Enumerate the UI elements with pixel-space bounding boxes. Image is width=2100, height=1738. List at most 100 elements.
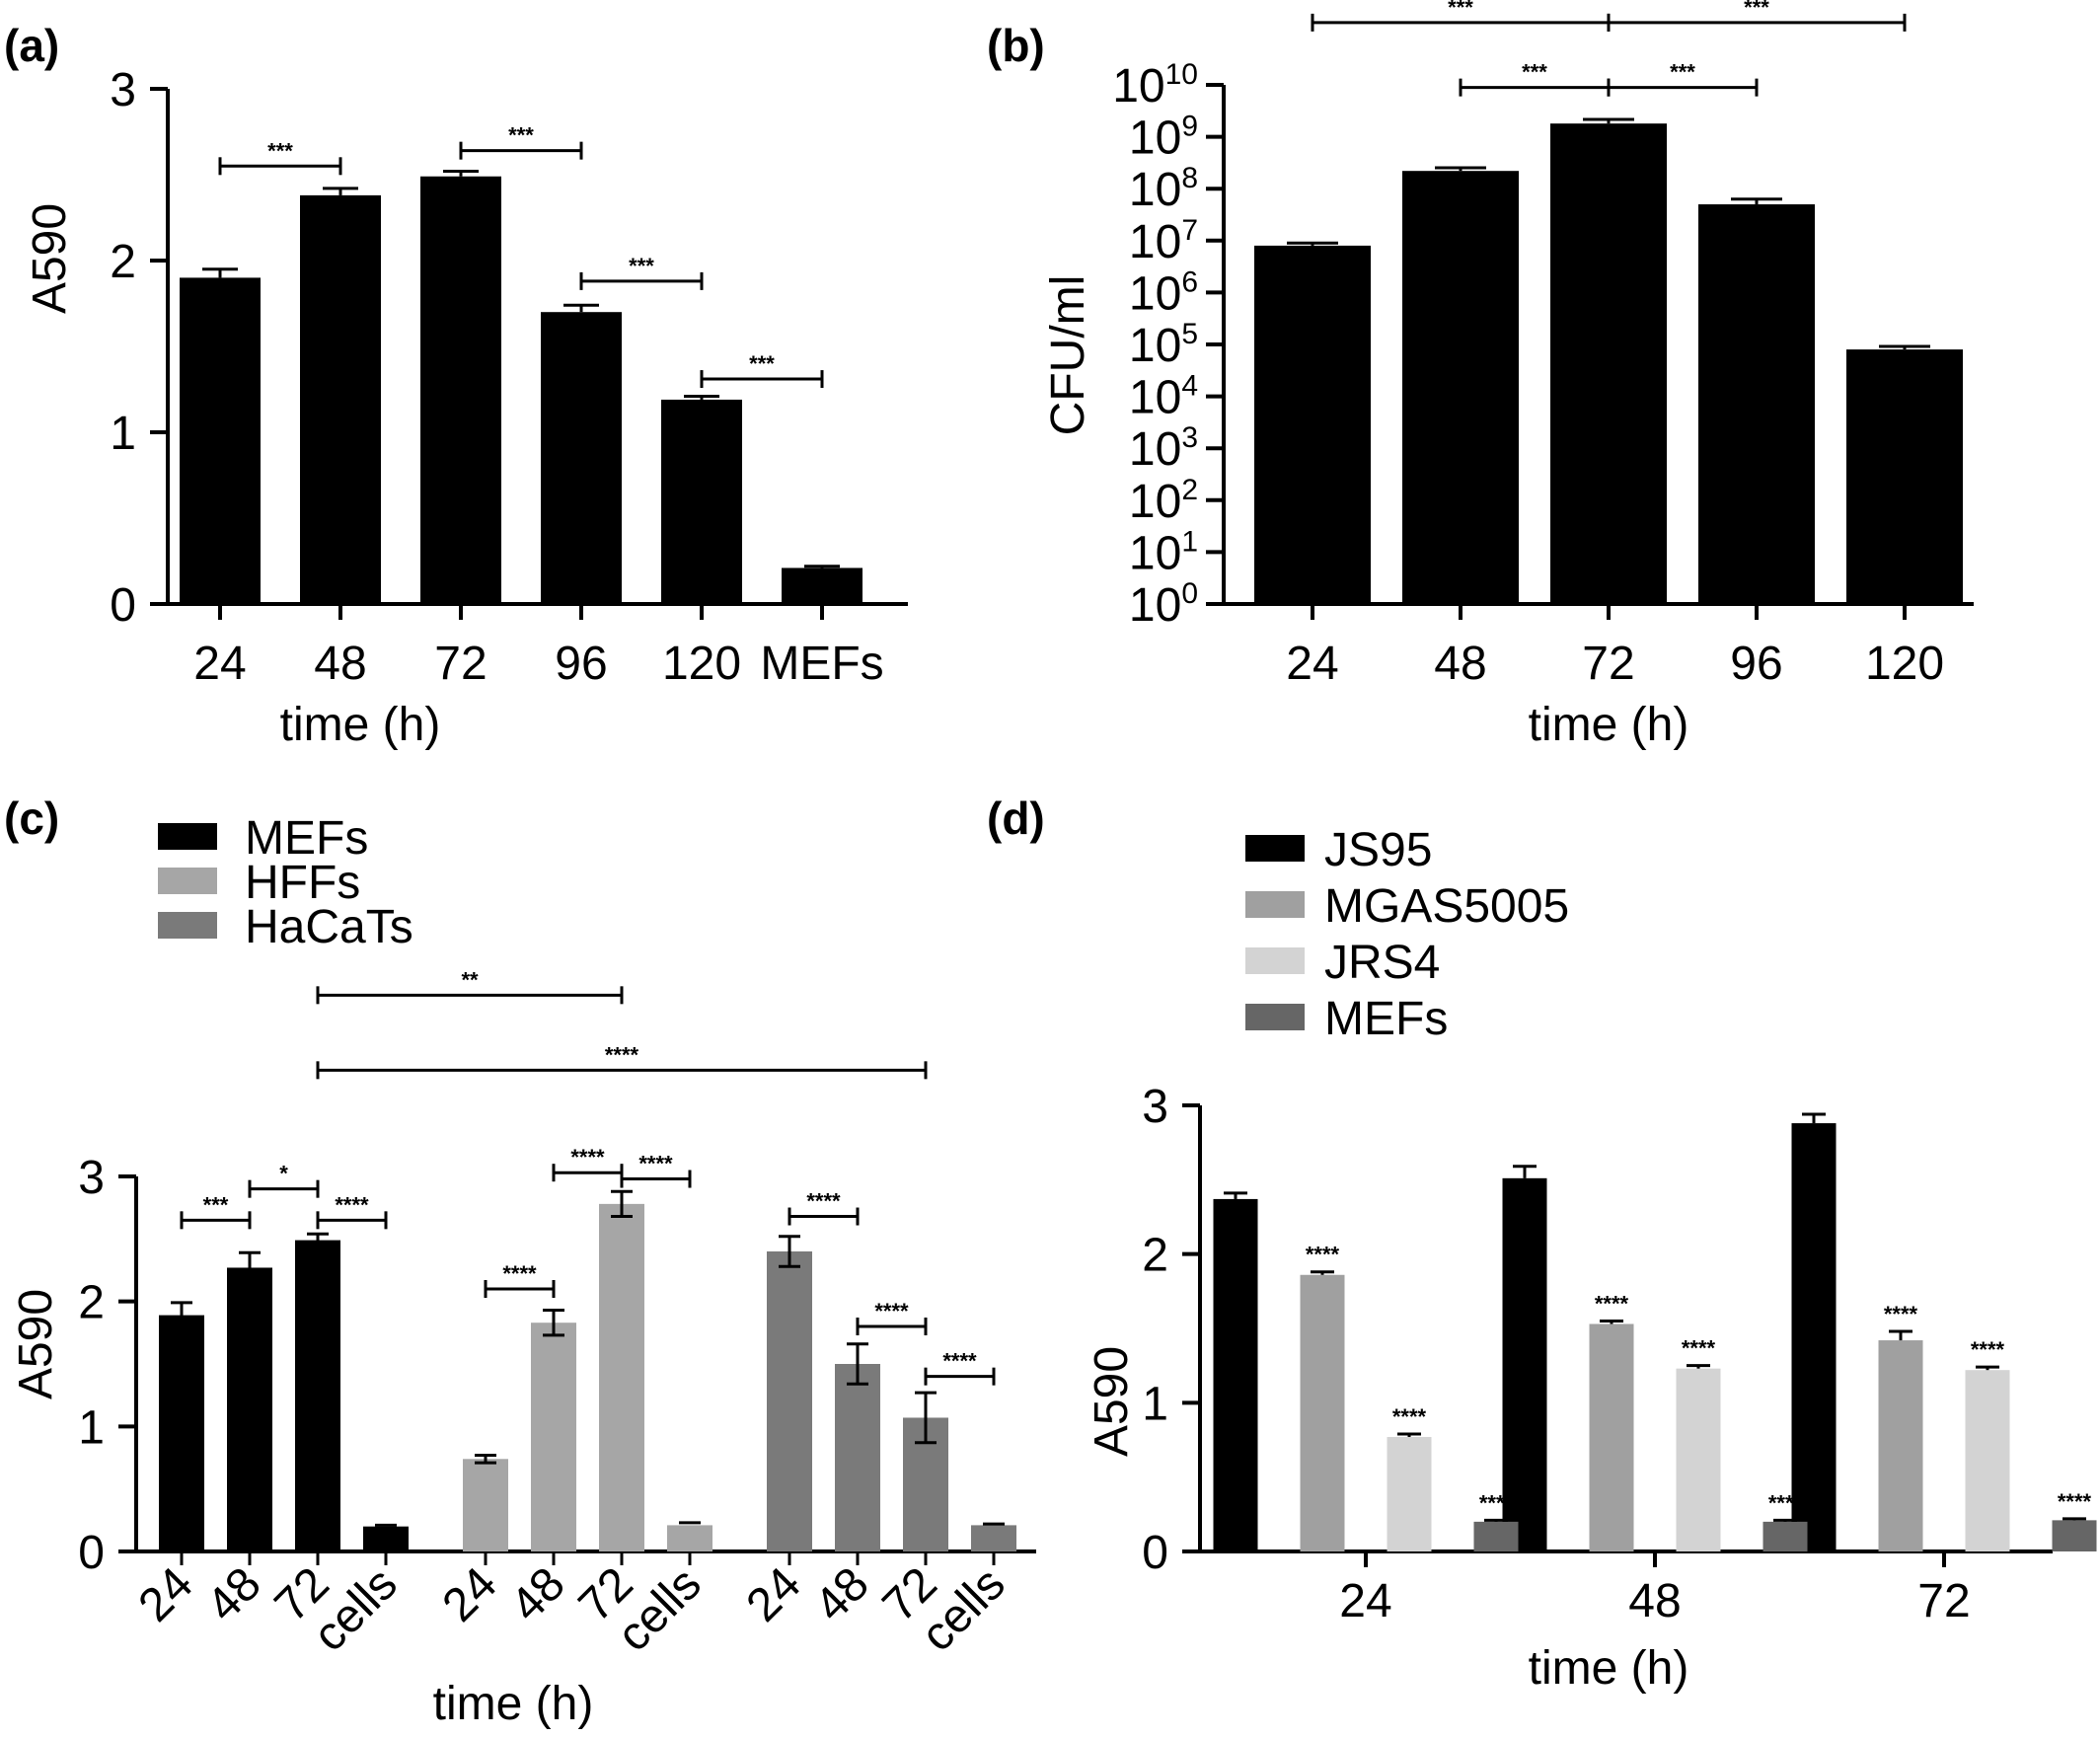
panel-a-ytick-label: 2	[110, 236, 136, 288]
panel-d-bar	[1589, 1323, 1634, 1551]
panel-d-bar	[1762, 1521, 1808, 1551]
panel-a-bar	[782, 567, 862, 604]
panel-b-ytick-label: 108	[1129, 162, 1198, 216]
panel-c-xtick-label: 48	[197, 1557, 271, 1631]
panel-b-ytick-label: 101	[1129, 525, 1198, 579]
panel-d-legend-label: JS95	[1324, 824, 1432, 876]
panel-b-ytick-label: 107	[1129, 214, 1198, 268]
panel-a-significance-label: ***	[508, 123, 534, 148]
panel-b-xtick-label: 72	[1582, 638, 1634, 690]
panel-a-ylabel: A590	[24, 203, 76, 314]
panel-a-xtick-label: 72	[434, 638, 487, 690]
panel-c-ytick-label: 0	[78, 1527, 105, 1579]
panel-d-significance-label: ****	[1884, 1302, 1918, 1326]
panel-c-xtick-label: 24	[129, 1557, 203, 1631]
panel-a-significance-label: ***	[629, 254, 654, 278]
panel-d-significance-label: ****	[2058, 1489, 2092, 1514]
panel-c-legend-swatch	[158, 823, 217, 850]
panel-c-legend-swatch	[158, 912, 217, 939]
panel-a-bar	[180, 277, 261, 604]
panel-d-ylabel: A590	[1086, 1346, 1138, 1457]
panel-c-bar	[159, 1315, 204, 1551]
panel-d-bar	[1676, 1368, 1721, 1551]
panel-d-bar	[1791, 1123, 1837, 1551]
panel-b-significance-label: ***	[1744, 0, 1769, 20]
panel-c-significance-label: ****	[605, 1042, 639, 1067]
panel-c-legend-label: HaCaTs	[245, 901, 413, 953]
panel-d-ytick-label: 3	[1142, 1081, 1168, 1133]
panel-d-significance-label: ****	[1971, 1337, 2005, 1362]
panel-d-xtick-label: 72	[1917, 1575, 1970, 1627]
panel-label-b: (b)	[987, 20, 1045, 71]
panel-d-legend-label: JRS4	[1324, 937, 1440, 989]
panel-d-legend-swatch	[1245, 947, 1305, 974]
panel-c-bar	[667, 1525, 712, 1551]
panel-c-bar	[463, 1459, 508, 1551]
panel-c-xtick-label: 48	[805, 1557, 879, 1631]
panel-b-ytick-label: 109	[1129, 111, 1198, 165]
panel-c-xtick-label: cells	[911, 1557, 1014, 1661]
panel-d-significance-label: ****	[1595, 1291, 1629, 1316]
panel-b-bar	[1402, 171, 1519, 604]
panel-c-significance-label: ***	[203, 1192, 229, 1217]
panel-b-xtick-label: 24	[1286, 638, 1338, 690]
panel-c-significance-label: ****	[638, 1152, 673, 1176]
panel-d-bar	[1300, 1274, 1345, 1551]
panel-d-bar	[1473, 1521, 1519, 1551]
panel-a-bar	[661, 399, 742, 604]
panel-a-bar	[420, 176, 501, 605]
panel-d-ytick-label: 0	[1142, 1527, 1168, 1579]
panel-d-bar	[1878, 1340, 1923, 1551]
panel-c-legend-label: MEFs	[245, 812, 368, 865]
panel-d-bar	[2052, 1520, 2097, 1551]
panel-b-bar	[1698, 204, 1815, 604]
panel-c-significance-label: *	[279, 1162, 288, 1186]
panel-c-legend-label: HFFs	[245, 857, 360, 909]
panel-a-ytick-label: 3	[110, 64, 136, 116]
panel-a-bar	[541, 312, 622, 604]
panel-c-ytick-label: 2	[78, 1277, 105, 1329]
panel-c-significance-label: ****	[942, 1349, 977, 1374]
panel-d-ytick-label: 1	[1142, 1378, 1168, 1430]
panel-a-xlabel: time (h)	[280, 699, 441, 751]
panel-a-ytick-label: 1	[110, 408, 136, 460]
panel-d-legend-swatch	[1245, 891, 1305, 918]
panel-a-significance-label: ***	[749, 351, 775, 376]
panel-c-bar	[599, 1203, 644, 1551]
panel-c-significance-label: **	[461, 967, 479, 992]
panel-c-bar	[531, 1322, 576, 1551]
panel-b-bar	[1846, 349, 1963, 604]
panel-c-xtick-label: cells	[607, 1557, 711, 1661]
panel-d-significance-label: ****	[1392, 1404, 1427, 1429]
panel-b-xtick-label: 96	[1730, 638, 1782, 690]
panel-c-xlabel: time (h)	[433, 1678, 594, 1730]
panel-b-ytick-label: 102	[1129, 474, 1198, 528]
panel-c-xtick-label: 24	[737, 1557, 811, 1631]
panel-b-ytick-label: 1010	[1112, 58, 1198, 113]
panel-label-c: (c)	[4, 793, 59, 844]
panel-a-bar	[300, 194, 381, 604]
panel-d-significance-label: ****	[1768, 1490, 1803, 1515]
panel-b-ytick-label: 103	[1129, 421, 1198, 476]
panel-c-significance-label: ****	[806, 1189, 841, 1214]
panel-d-bar	[1502, 1177, 1547, 1551]
panel-d-plot: 0 1 2 3 24 48 72 **** **** **** **** **** **** **** **…	[1142, 824, 2097, 1627]
panel-c-bar	[767, 1251, 812, 1551]
panel-b-ytick-label: 106	[1129, 265, 1198, 320]
panel-b-significance-label: ***	[1522, 60, 1547, 85]
panel-a-xtick-label: 96	[555, 638, 607, 690]
panel-d-significance-label: ****	[1479, 1490, 1514, 1515]
panel-b-xtick-label: 120	[1865, 638, 1944, 690]
panel-label-d: (d)	[987, 793, 1045, 844]
panel-c-ylabel: A590	[10, 1289, 62, 1399]
panel-d-significance-label: ****	[1306, 1243, 1340, 1267]
panel-c-bar	[835, 1364, 880, 1551]
panel-c-significance-label: ****	[502, 1261, 537, 1286]
panel-c-bar	[227, 1267, 272, 1551]
panel-c-xtick-label: 24	[433, 1557, 507, 1631]
panel-c-bar	[295, 1240, 340, 1551]
panel-b-significance-label: ***	[1448, 0, 1473, 20]
